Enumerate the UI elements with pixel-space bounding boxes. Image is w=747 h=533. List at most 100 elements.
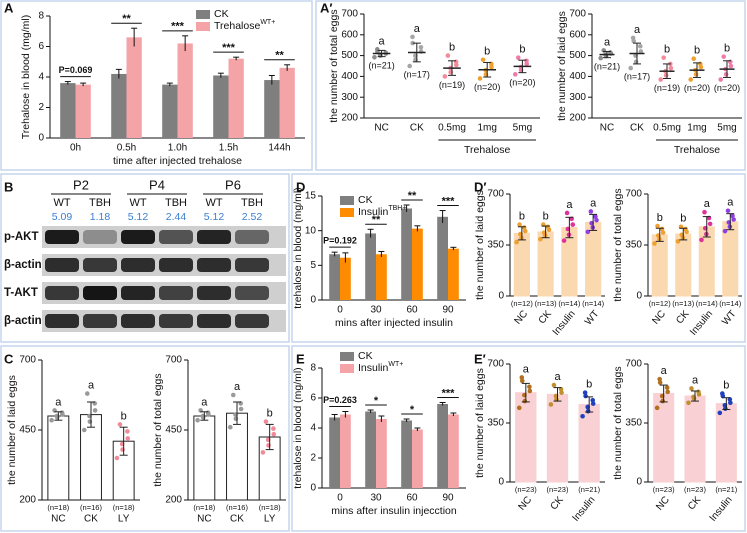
- group-letter: a: [704, 198, 711, 210]
- y-tick-label: 300: [569, 92, 586, 103]
- bar: [376, 419, 387, 488]
- group-letter: b: [449, 42, 455, 54]
- blot-band: [45, 258, 79, 272]
- blot-band: [45, 230, 79, 244]
- data-point: [477, 76, 483, 81]
- y-tick-label: 0: [636, 477, 642, 488]
- blot-band: [235, 230, 269, 244]
- y-tick-label: 4: [38, 72, 44, 83]
- data-point: [410, 34, 415, 40]
- n-label: (n=18): [193, 503, 215, 512]
- data-point: [271, 426, 276, 431]
- data-point: [686, 400, 691, 406]
- y-tick-label: 0: [310, 483, 316, 494]
- n-label: (n=14): [719, 299, 741, 308]
- y-tick-label: 350: [487, 240, 504, 251]
- x-tick-label: 0.5mg: [653, 123, 681, 134]
- bar: [228, 58, 244, 139]
- x-tick-label: 144h: [268, 143, 290, 154]
- blot-band: [197, 258, 231, 272]
- row-label: β-actin: [4, 315, 42, 327]
- x-tick-label: 30: [370, 305, 382, 316]
- blot-band: [235, 314, 269, 328]
- group-letter: a: [692, 374, 699, 386]
- panel-label: E′: [474, 351, 486, 366]
- x-tick-label: WT: [720, 309, 738, 328]
- panel-label: C: [4, 351, 14, 366]
- data-point: [84, 391, 90, 396]
- row-label: T-AKT: [4, 287, 38, 299]
- n-label: (n=19): [439, 80, 465, 90]
- data-point: [519, 375, 525, 380]
- blot-band: [235, 258, 269, 272]
- bar: [537, 231, 554, 297]
- n-label: (n=23): [653, 485, 675, 494]
- x-tick-label: Insulin: [551, 309, 578, 338]
- x-tick-label: 0.5h: [117, 143, 136, 154]
- n-label: (n=20): [509, 78, 535, 88]
- data-point: [730, 213, 735, 219]
- y-tick-label: 500: [569, 50, 586, 61]
- data-point: [522, 228, 528, 234]
- data-point: [720, 391, 725, 396]
- bar: [448, 414, 459, 488]
- bar: [412, 228, 423, 300]
- x-tick-label: NC: [654, 495, 672, 513]
- legend-name: CK: [358, 350, 373, 362]
- x-tick-label: NC: [512, 309, 530, 327]
- n-label: (n=23): [547, 485, 569, 494]
- y-tick-label: 600: [341, 29, 358, 40]
- group-letter: b: [723, 379, 729, 391]
- legend-sup: WT+: [388, 361, 403, 368]
- ratio: 2.44: [166, 211, 187, 223]
- data-point: [594, 217, 599, 223]
- data-point: [92, 408, 98, 413]
- data-point: [453, 59, 459, 65]
- data-point: [601, 48, 606, 53]
- data-point: [527, 384, 532, 390]
- blot-band: [197, 230, 231, 244]
- bar: [75, 84, 91, 138]
- data-point: [195, 417, 200, 423]
- group-letter: b: [680, 213, 686, 225]
- data-point: [418, 44, 424, 50]
- legend-swatch: [340, 352, 354, 361]
- bar: [715, 403, 737, 483]
- blot-band: [121, 286, 155, 300]
- bar: [437, 216, 448, 300]
- group-letter: a: [604, 36, 611, 48]
- data-point: [519, 378, 525, 384]
- data-point: [516, 405, 522, 411]
- n-label: (n=18): [113, 503, 135, 512]
- data-point: [689, 386, 694, 391]
- n-label: (n=20): [714, 83, 740, 93]
- x-tick-label: NC: [197, 514, 211, 525]
- x-tick-label: NC: [51, 514, 65, 525]
- data-point: [588, 209, 594, 214]
- y-tick-label: 200: [165, 495, 182, 506]
- group-label: Trehalose: [464, 144, 510, 156]
- x-tick-label: CK: [686, 494, 704, 512]
- x-tick-label: Insulin: [688, 309, 715, 338]
- x-tick-label: 1.5h: [219, 143, 238, 154]
- legend-label: CK: [358, 194, 373, 206]
- data-point: [696, 389, 701, 395]
- data-point: [585, 408, 591, 414]
- data-point: [517, 222, 522, 227]
- data-point: [410, 40, 415, 46]
- x-tick-label: Insulin: [708, 495, 735, 524]
- n-label: (n=20): [684, 83, 710, 93]
- significance-label: ***: [442, 387, 456, 399]
- significance-label: ***: [171, 21, 185, 33]
- group-letter: a: [379, 35, 386, 47]
- data-point: [665, 389, 670, 395]
- y-tick-label: 8: [38, 11, 44, 22]
- bar: [264, 80, 280, 138]
- data-point: [628, 65, 633, 71]
- y-tick-label: 700: [487, 359, 504, 370]
- group-letter: a: [201, 396, 208, 408]
- legend-label: CK: [358, 350, 373, 362]
- bar: [329, 254, 340, 300]
- group-letter: b: [267, 408, 273, 420]
- data-point: [515, 55, 521, 60]
